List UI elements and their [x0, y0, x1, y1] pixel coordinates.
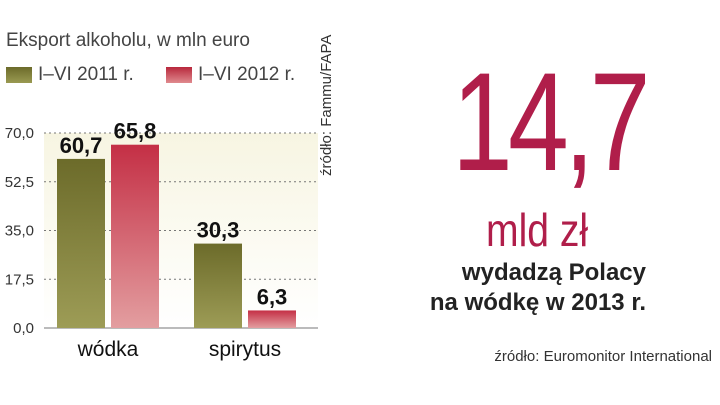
- bar-value-label: 6,3: [257, 284, 288, 309]
- y-tick-label: 70,0: [5, 125, 34, 142]
- bar-value-label: 30,3: [197, 218, 240, 243]
- caption-line-2: na wódkę w 2013 r.: [429, 289, 646, 316]
- bar-value-label: 65,8: [114, 119, 157, 144]
- y-tick-label: 0,0: [13, 320, 34, 337]
- legend-label-2011: I–VI 2011 r.: [38, 64, 134, 85]
- bar-chart: 0,0 17,5 35,0 52,5 70,0 60,7 65,8 wódka 30,3 6,3 s…: [5, 119, 318, 361]
- legend-item-2011: I–VI 2011 r.: [6, 64, 134, 86]
- bar-value-label: 60,7: [60, 133, 103, 158]
- highlight-source: źródło: Euromonitor International: [494, 348, 712, 365]
- legend-swatch-2011: [6, 67, 32, 83]
- highlight-unit: mld zł: [486, 204, 589, 256]
- legend-item-2012: I–VI 2012 r.: [166, 64, 295, 86]
- legend-swatch-2012: [166, 67, 192, 83]
- bar: [57, 158, 105, 328]
- bar: [194, 243, 242, 328]
- chart-title: Eksport alkoholu, w mln euro: [6, 30, 250, 51]
- bar: [248, 310, 296, 328]
- highlight-caption: wydadzą Polacy na wódkę w 2013 r.: [430, 258, 646, 318]
- chart-source: źródło: Fammu/FAPA: [318, 34, 335, 176]
- caption-line-1: wydadzą Polacy: [461, 259, 646, 286]
- highlight-number: 14,7: [452, 43, 651, 200]
- y-tick-label: 52,5: [5, 174, 34, 191]
- x-category-label: wódka: [77, 338, 139, 361]
- x-category-label: spirytus: [209, 338, 281, 361]
- legend-label-2012: I–VI 2012 r.: [198, 64, 296, 85]
- bar: [111, 144, 159, 328]
- y-tick-label: 35,0: [5, 223, 34, 240]
- y-tick-label: 17,5: [5, 271, 34, 288]
